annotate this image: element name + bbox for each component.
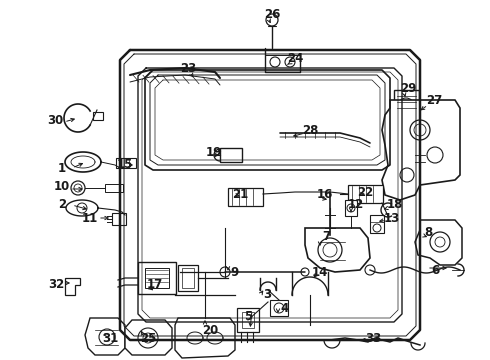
Circle shape xyxy=(323,243,337,257)
Text: 8: 8 xyxy=(424,226,432,239)
Text: 30: 30 xyxy=(47,113,63,126)
Circle shape xyxy=(266,14,278,26)
Circle shape xyxy=(347,204,355,212)
Text: 15: 15 xyxy=(117,158,133,171)
Circle shape xyxy=(318,238,342,262)
Circle shape xyxy=(77,203,87,213)
Bar xyxy=(270,300,288,316)
Circle shape xyxy=(301,268,309,276)
Circle shape xyxy=(285,57,295,67)
Text: 31: 31 xyxy=(102,332,118,345)
Polygon shape xyxy=(125,320,172,355)
Text: 23: 23 xyxy=(180,62,196,75)
Bar xyxy=(237,308,259,332)
Polygon shape xyxy=(305,228,370,272)
Bar xyxy=(242,312,254,328)
Text: 32: 32 xyxy=(48,279,64,292)
Text: 22: 22 xyxy=(357,185,373,198)
Text: 12: 12 xyxy=(348,198,364,211)
Bar xyxy=(220,148,242,162)
Text: 3: 3 xyxy=(263,288,271,302)
Text: 29: 29 xyxy=(400,81,416,94)
Text: 10: 10 xyxy=(54,180,70,194)
Polygon shape xyxy=(382,100,460,200)
Text: 17: 17 xyxy=(147,279,163,292)
Bar xyxy=(116,158,136,168)
Bar xyxy=(93,112,103,120)
Bar xyxy=(112,213,126,225)
Text: 6: 6 xyxy=(431,264,439,276)
Text: 16: 16 xyxy=(317,189,333,202)
Circle shape xyxy=(400,168,414,182)
Circle shape xyxy=(373,224,381,232)
Bar xyxy=(105,184,123,192)
Text: 33: 33 xyxy=(365,332,381,345)
Polygon shape xyxy=(175,318,235,358)
Bar xyxy=(370,215,384,233)
Text: 13: 13 xyxy=(384,211,400,225)
Text: 26: 26 xyxy=(264,8,280,21)
Polygon shape xyxy=(415,220,462,265)
Polygon shape xyxy=(65,278,80,295)
Polygon shape xyxy=(85,318,125,355)
Bar xyxy=(394,90,419,122)
Bar xyxy=(345,200,357,216)
Text: 14: 14 xyxy=(312,266,328,279)
Circle shape xyxy=(398,98,414,114)
Circle shape xyxy=(414,124,426,136)
Text: 2: 2 xyxy=(58,198,66,211)
Circle shape xyxy=(270,57,280,67)
Circle shape xyxy=(427,147,443,163)
Circle shape xyxy=(220,267,230,277)
Text: 18: 18 xyxy=(387,198,403,211)
Text: 4: 4 xyxy=(281,302,289,315)
Bar xyxy=(138,262,176,294)
Circle shape xyxy=(138,328,158,348)
Circle shape xyxy=(143,333,153,343)
Circle shape xyxy=(410,120,430,140)
Text: 24: 24 xyxy=(287,51,303,64)
Text: 9: 9 xyxy=(230,266,238,279)
Text: 7: 7 xyxy=(322,230,330,243)
Text: 21: 21 xyxy=(232,189,248,202)
Bar xyxy=(178,265,198,291)
Circle shape xyxy=(274,303,284,313)
Bar xyxy=(228,188,263,206)
Text: 27: 27 xyxy=(426,94,442,107)
Circle shape xyxy=(74,184,82,192)
Circle shape xyxy=(435,237,445,247)
Bar xyxy=(182,268,194,288)
Bar xyxy=(145,268,169,288)
Circle shape xyxy=(365,265,375,275)
Text: 25: 25 xyxy=(140,332,156,345)
Text: 28: 28 xyxy=(302,123,318,136)
Text: 19: 19 xyxy=(206,147,222,159)
Text: 11: 11 xyxy=(82,211,98,225)
Circle shape xyxy=(71,181,85,195)
Circle shape xyxy=(99,329,115,345)
Text: 20: 20 xyxy=(202,324,218,337)
Circle shape xyxy=(430,232,450,252)
Bar xyxy=(348,185,383,203)
Text: 5: 5 xyxy=(244,310,252,323)
Text: 1: 1 xyxy=(58,162,66,175)
